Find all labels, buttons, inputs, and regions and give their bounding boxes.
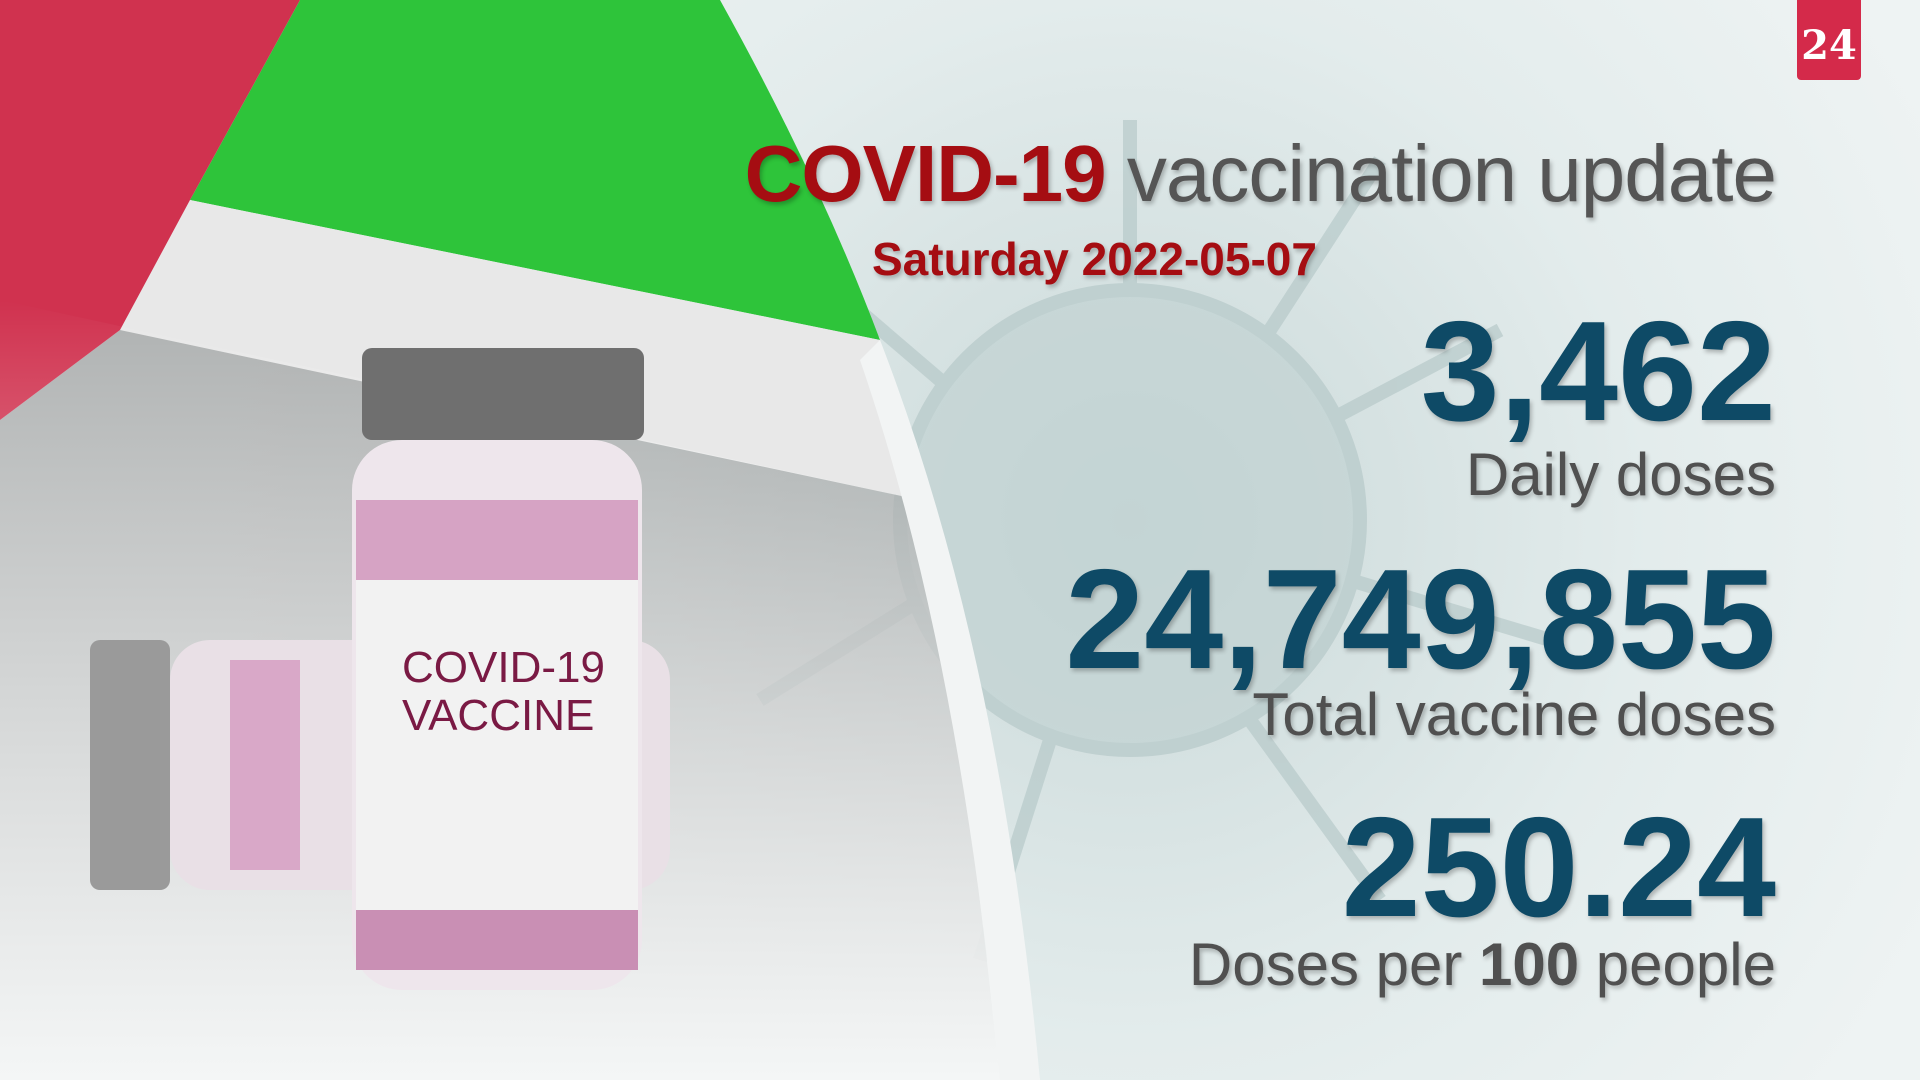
total-doses-label: Total vaccine doses bbox=[1252, 681, 1776, 748]
vaccine-vial-standing bbox=[352, 348, 644, 990]
daily-doses-label: Daily doses bbox=[1465, 441, 1776, 508]
doses-per-100-label: Doses per 100 people bbox=[1188, 931, 1776, 998]
channel-24-logo: 24 bbox=[1797, 0, 1861, 80]
uae-flag-image: COVID-19 VACCINE bbox=[0, 0, 1040, 1080]
total-doses-value: 24,749,855 bbox=[1065, 540, 1776, 699]
date-label: Saturday 2022-05-07 bbox=[872, 233, 1317, 285]
title-highlight: COVID-19 bbox=[744, 129, 1107, 218]
daily-doses-value: 3,462 bbox=[1420, 292, 1776, 451]
vial-label-line2: VACCINE bbox=[402, 691, 594, 740]
doses-per-100-value: 250.24 bbox=[1341, 788, 1776, 947]
title-rest: vaccination update bbox=[1126, 129, 1777, 218]
page-title: COVID-19 vaccination update bbox=[744, 128, 1777, 220]
vial-label-line1: COVID-19 bbox=[402, 643, 605, 692]
